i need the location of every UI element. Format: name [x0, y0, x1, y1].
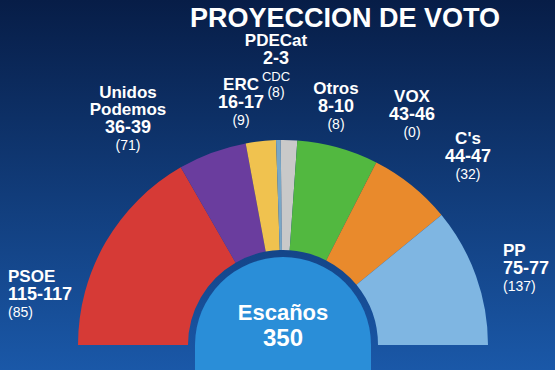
- slice: [246, 140, 280, 251]
- center: Escaños350: [195, 257, 371, 370]
- previous-seats: (8): [267, 84, 284, 100]
- seat-range: 115-117: [8, 284, 72, 304]
- seat-range: 44-47: [445, 146, 491, 166]
- party-label: Otros8-10(8): [313, 79, 358, 132]
- previous-seats: (0): [403, 124, 420, 140]
- total-value: 350: [263, 324, 303, 351]
- seat-range: 8-10: [318, 96, 354, 116]
- total-label: Escaños: [238, 300, 329, 325]
- seat-range: 43-46: [389, 104, 435, 124]
- party-label: UnidosPodemos36-39(71): [90, 83, 167, 153]
- previous-seats: (32): [456, 166, 481, 182]
- party-label: ERC16-17(9): [218, 75, 264, 128]
- background: [0, 0, 555, 370]
- seat-range: 36-39: [105, 117, 151, 137]
- center-bubble: [195, 257, 371, 370]
- slice: [356, 215, 488, 345]
- previous-seats: (137): [503, 278, 536, 294]
- chart: PROYECCION DE VOTOEscaños350PSOE115-117(…: [0, 0, 555, 370]
- party-label: PP75-77(137): [503, 241, 549, 294]
- previous-seats: (9): [232, 112, 249, 128]
- party-label: C's44-47(32): [445, 129, 491, 182]
- seat-range: 2-3: [263, 48, 289, 68]
- previous-seats: (85): [8, 304, 33, 320]
- party-label: PSOE115-117(85): [8, 267, 72, 320]
- previous-seats: (71): [116, 137, 141, 153]
- seat-range: 75-77: [503, 258, 549, 278]
- former-name: CDC: [262, 69, 290, 84]
- previous-seats: (8): [327, 116, 344, 132]
- party-label: PDECat2-3CDC(8): [245, 31, 308, 100]
- labels: PSOE115-117(85) UnidosPodemos36-39(71) ERC…: [8, 31, 549, 320]
- seat-range: 16-17: [218, 92, 264, 112]
- title: PROYECCION DE VOTO: [190, 3, 500, 33]
- plot: [78, 140, 488, 345]
- party-label: VOX43-46(0): [389, 87, 435, 140]
